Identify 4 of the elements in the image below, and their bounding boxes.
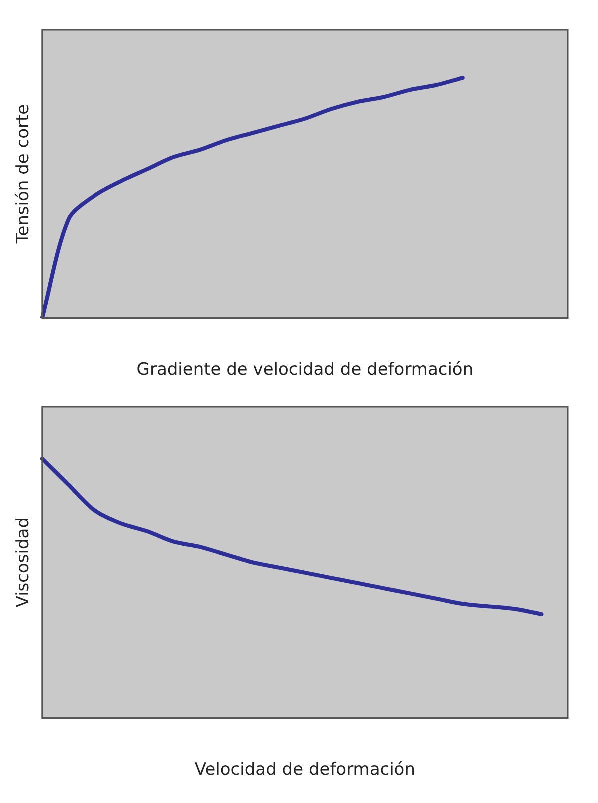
x-axis-title: Gradiente de velocidad de deformación: [136, 360, 474, 380]
y-axis-title: Viscosidad: [14, 518, 34, 608]
y-axis-title: Tensión de corte: [14, 104, 34, 245]
x-axis-title: Velocidad de deformación: [194, 760, 416, 780]
